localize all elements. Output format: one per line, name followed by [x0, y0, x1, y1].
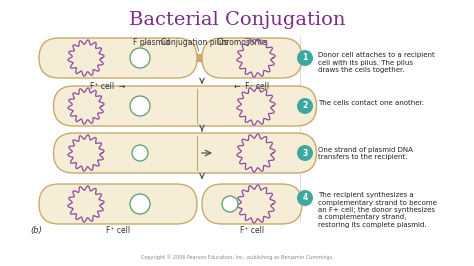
Circle shape — [297, 145, 313, 161]
Text: 3: 3 — [302, 148, 308, 157]
Text: (b): (b) — [30, 226, 42, 235]
Circle shape — [222, 196, 238, 212]
Text: F plasmid: F plasmid — [134, 38, 171, 47]
FancyBboxPatch shape — [54, 86, 317, 126]
Circle shape — [130, 96, 150, 116]
Text: 2: 2 — [302, 102, 308, 110]
Text: Bacterial Conjugation: Bacterial Conjugation — [129, 11, 345, 29]
Text: The cells contact one another.: The cells contact one another. — [318, 100, 424, 106]
Text: F⁺ cell: F⁺ cell — [240, 226, 264, 235]
Circle shape — [130, 48, 150, 68]
FancyBboxPatch shape — [39, 184, 197, 224]
Text: 1: 1 — [302, 53, 308, 63]
Text: Chromosome: Chromosome — [217, 38, 267, 47]
Circle shape — [132, 145, 148, 161]
Circle shape — [130, 194, 150, 214]
Text: F⁺ cell  →: F⁺ cell → — [91, 82, 126, 91]
Text: ←  F⁻ cell: ← F⁻ cell — [235, 82, 270, 91]
FancyBboxPatch shape — [39, 38, 197, 78]
Text: Conjugation pilus: Conjugation pilus — [162, 38, 228, 47]
Text: 4: 4 — [302, 193, 308, 202]
Circle shape — [297, 190, 313, 206]
FancyBboxPatch shape — [54, 133, 317, 173]
Polygon shape — [197, 54, 202, 62]
Text: One strand of plasmid DNA
transfers to the recipient.: One strand of plasmid DNA transfers to t… — [318, 147, 413, 160]
Text: Donor cell attaches to a recipient
cell with its pilus. The pilus
draws the cell: Donor cell attaches to a recipient cell … — [318, 52, 435, 73]
Text: Copyright © 2006 Pearson Education, Inc., publishing as Benjamin Cummings.: Copyright © 2006 Pearson Education, Inc.… — [141, 254, 333, 260]
Text: The recipient synthesizes a
complementary strand to become
an F+ cell; the donor: The recipient synthesizes a complementar… — [318, 192, 437, 228]
Circle shape — [297, 50, 313, 66]
Circle shape — [297, 98, 313, 114]
Text: F⁺ cell: F⁺ cell — [106, 226, 130, 235]
FancyBboxPatch shape — [202, 38, 302, 78]
FancyBboxPatch shape — [202, 184, 302, 224]
